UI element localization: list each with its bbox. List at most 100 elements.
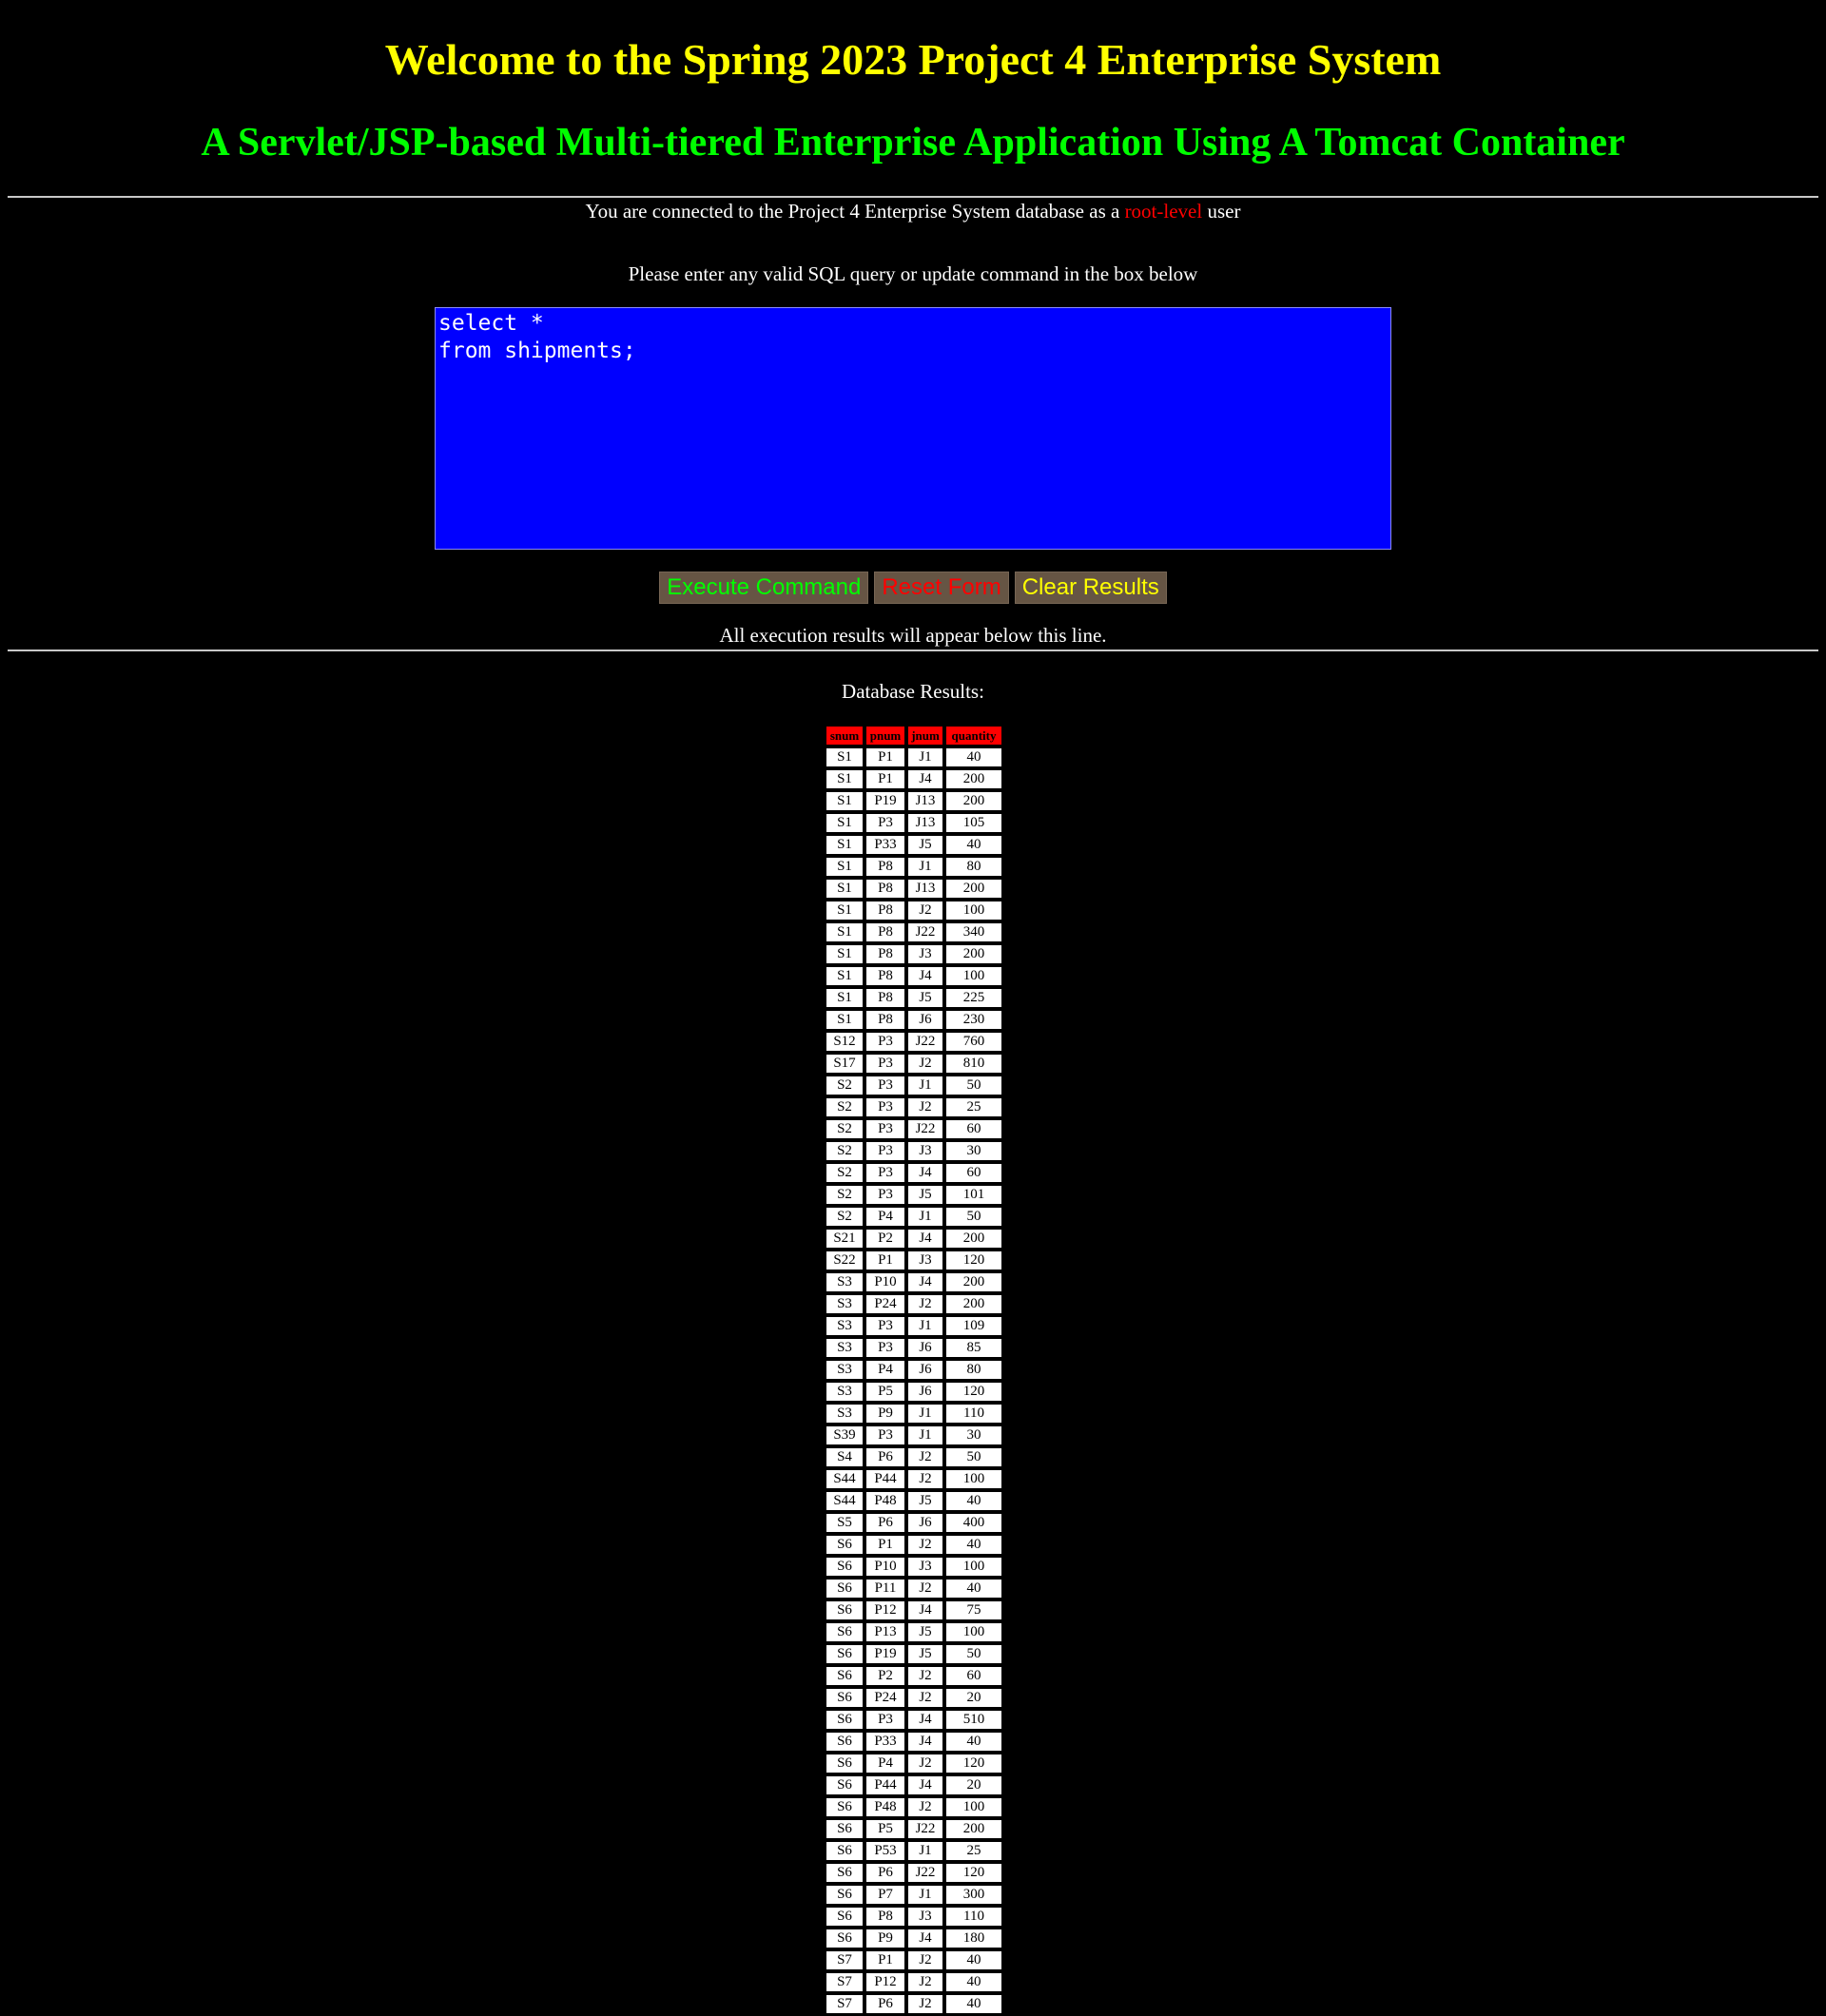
table-cell-snum: S2 [826,1141,864,1161]
table-cell-pnum: P24 [865,1294,905,1314]
page-subtitle: A Servlet/JSP-based Multi-tiered Enterpr… [201,121,1625,165]
reset-form-button[interactable]: Reset Form [874,572,1009,604]
table-cell-snum: S1 [826,944,864,964]
table-cell-pnum: P10 [865,1272,905,1292]
table-cell-pnum: P8 [865,966,905,986]
table-cell-snum: S1 [826,747,864,767]
table-cell-snum: S3 [826,1338,864,1358]
table-cell-jnum: J4 [907,1600,943,1620]
table-cell-jnum: J6 [907,1010,943,1030]
table-cell-pnum: P2 [865,1666,905,1686]
table-cell-pnum: P6 [865,1447,905,1467]
table-cell-jnum: J6 [907,1513,943,1533]
table-cell-quantity: 100 [945,1797,1002,1817]
table-cell-quantity: 101 [945,1185,1002,1205]
table-cell-pnum: P3 [865,1163,905,1183]
results-table-body: S1 P1 J1 40 S1 P1 J4 200 S1 P19 J13 200 S1 P3 J13 105 S1… [826,747,1002,2014]
table-cell-pnum: P10 [865,1557,905,1577]
table-cell-snum: S6 [826,1732,864,1752]
table-cell-quantity: 25 [945,1097,1002,1117]
table-cell-pnum: P6 [865,1863,905,1883]
table-cell-snum: S7 [826,1950,864,1970]
table-cell-pnum: P5 [865,1382,905,1402]
table-cell-snum: S2 [826,1119,864,1139]
table-cell-snum: S1 [826,857,864,877]
table-row: S6 P5 J22 200 [826,1819,1002,1839]
table-cell-pnum: P4 [865,1754,905,1774]
table-cell-jnum: J2 [907,1666,943,1686]
table-cell-quantity: 760 [945,1032,1002,1052]
table-cell-jnum: J1 [907,1404,943,1424]
table-cell-snum: S6 [826,1885,864,1905]
table-cell-jnum: J1 [907,1316,943,1336]
table-cell-jnum: J6 [907,1382,943,1402]
table-cell-jnum: J2 [907,1754,943,1774]
table-cell-jnum: J2 [907,1469,943,1489]
table-cell-jnum: J2 [907,1950,943,1970]
table-cell-snum: S6 [826,1907,864,1927]
table-row: S6 P9 J4 180 [826,1929,1002,1948]
table-cell-jnum: J3 [907,1557,943,1577]
clear-results-button[interactable]: Clear Results [1014,572,1167,604]
table-cell-snum: S7 [826,1994,864,2014]
column-header-pnum: pnum [865,726,905,746]
table-cell-pnum: P19 [865,1644,905,1664]
table-cell-jnum: J2 [907,901,943,921]
table-cell-quantity: 200 [945,1272,1002,1292]
execute-command-button[interactable]: Execute Command [659,572,869,604]
table-cell-jnum: J4 [907,1710,943,1730]
table-cell-snum: S6 [826,1535,864,1555]
table-cell-jnum: J13 [907,813,943,833]
connection-status: You are connected to the Project 4 Enter… [0,198,1826,224]
table-cell-quantity: 60 [945,1666,1002,1686]
table-cell-quantity: 100 [945,1469,1002,1489]
table-cell-quantity: 20 [945,1775,1002,1795]
table-cell-pnum: P3 [865,1097,905,1117]
table-cell-quantity: 50 [945,1076,1002,1095]
table-row: S6 P13 J5 100 [826,1622,1002,1642]
table-cell-pnum: P3 [865,1076,905,1095]
table-cell-quantity: 40 [945,1732,1002,1752]
table-cell-quantity: 85 [945,1338,1002,1358]
table-cell-snum: S6 [826,1666,864,1686]
table-cell-snum: S22 [826,1250,864,1270]
table-cell-jnum: J2 [907,1535,943,1555]
table-row: S3 P3 J6 85 [826,1338,1002,1358]
table-cell-snum: S1 [826,879,864,899]
table-cell-jnum: J4 [907,1929,943,1948]
table-cell-jnum: J4 [907,1272,943,1292]
table-cell-jnum: J5 [907,835,943,855]
table-row: S6 P53 J1 25 [826,1841,1002,1861]
table-row: S6 P44 J4 20 [826,1775,1002,1795]
table-cell-quantity: 200 [945,1294,1002,1314]
table-cell-quantity: 510 [945,1710,1002,1730]
sql-query-input[interactable]: select * from shipments; [435,307,1391,550]
table-cell-pnum: P3 [865,1141,905,1161]
results-header-row: snum pnum jnum quantity [826,726,1002,746]
table-cell-jnum: J1 [907,857,943,877]
table-row: S6 P3 J4 510 [826,1710,1002,1730]
table-row: S1 P1 J4 200 [826,769,1002,789]
table-cell-pnum: P1 [865,1950,905,1970]
column-header-jnum: jnum [907,726,943,746]
table-cell-quantity: 50 [945,1644,1002,1664]
table-cell-jnum: J22 [907,1819,943,1839]
table-cell-snum: S6 [826,1688,864,1708]
table-cell-quantity: 100 [945,1622,1002,1642]
table-cell-snum: S6 [826,1775,864,1795]
table-cell-pnum: P1 [865,747,905,767]
table-cell-quantity: 60 [945,1163,1002,1183]
table-cell-quantity: 109 [945,1316,1002,1336]
table-cell-quantity: 120 [945,1754,1002,1774]
table-cell-pnum: P9 [865,1929,905,1948]
table-cell-pnum: P48 [865,1797,905,1817]
table-cell-snum: S1 [826,988,864,1008]
table-cell-snum: S1 [826,791,864,811]
table-cell-jnum: J2 [907,1097,943,1117]
table-cell-snum: S4 [826,1447,864,1467]
table-cell-pnum: P33 [865,835,905,855]
table-cell-pnum: P2 [865,1229,905,1249]
table-row: S3 P24 J2 200 [826,1294,1002,1314]
table-cell-pnum: P3 [865,1425,905,1445]
table-cell-pnum: P12 [865,1972,905,1992]
